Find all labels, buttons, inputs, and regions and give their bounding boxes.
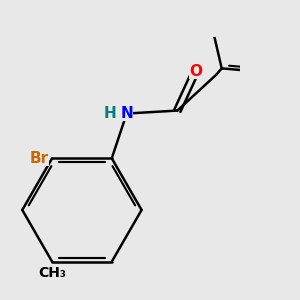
Text: Br: Br <box>30 151 49 166</box>
Text: S: S <box>299 11 300 26</box>
Text: CH₃: CH₃ <box>38 266 66 280</box>
Text: O: O <box>189 64 202 79</box>
Text: N: N <box>120 106 133 121</box>
Text: H: H <box>103 106 116 121</box>
